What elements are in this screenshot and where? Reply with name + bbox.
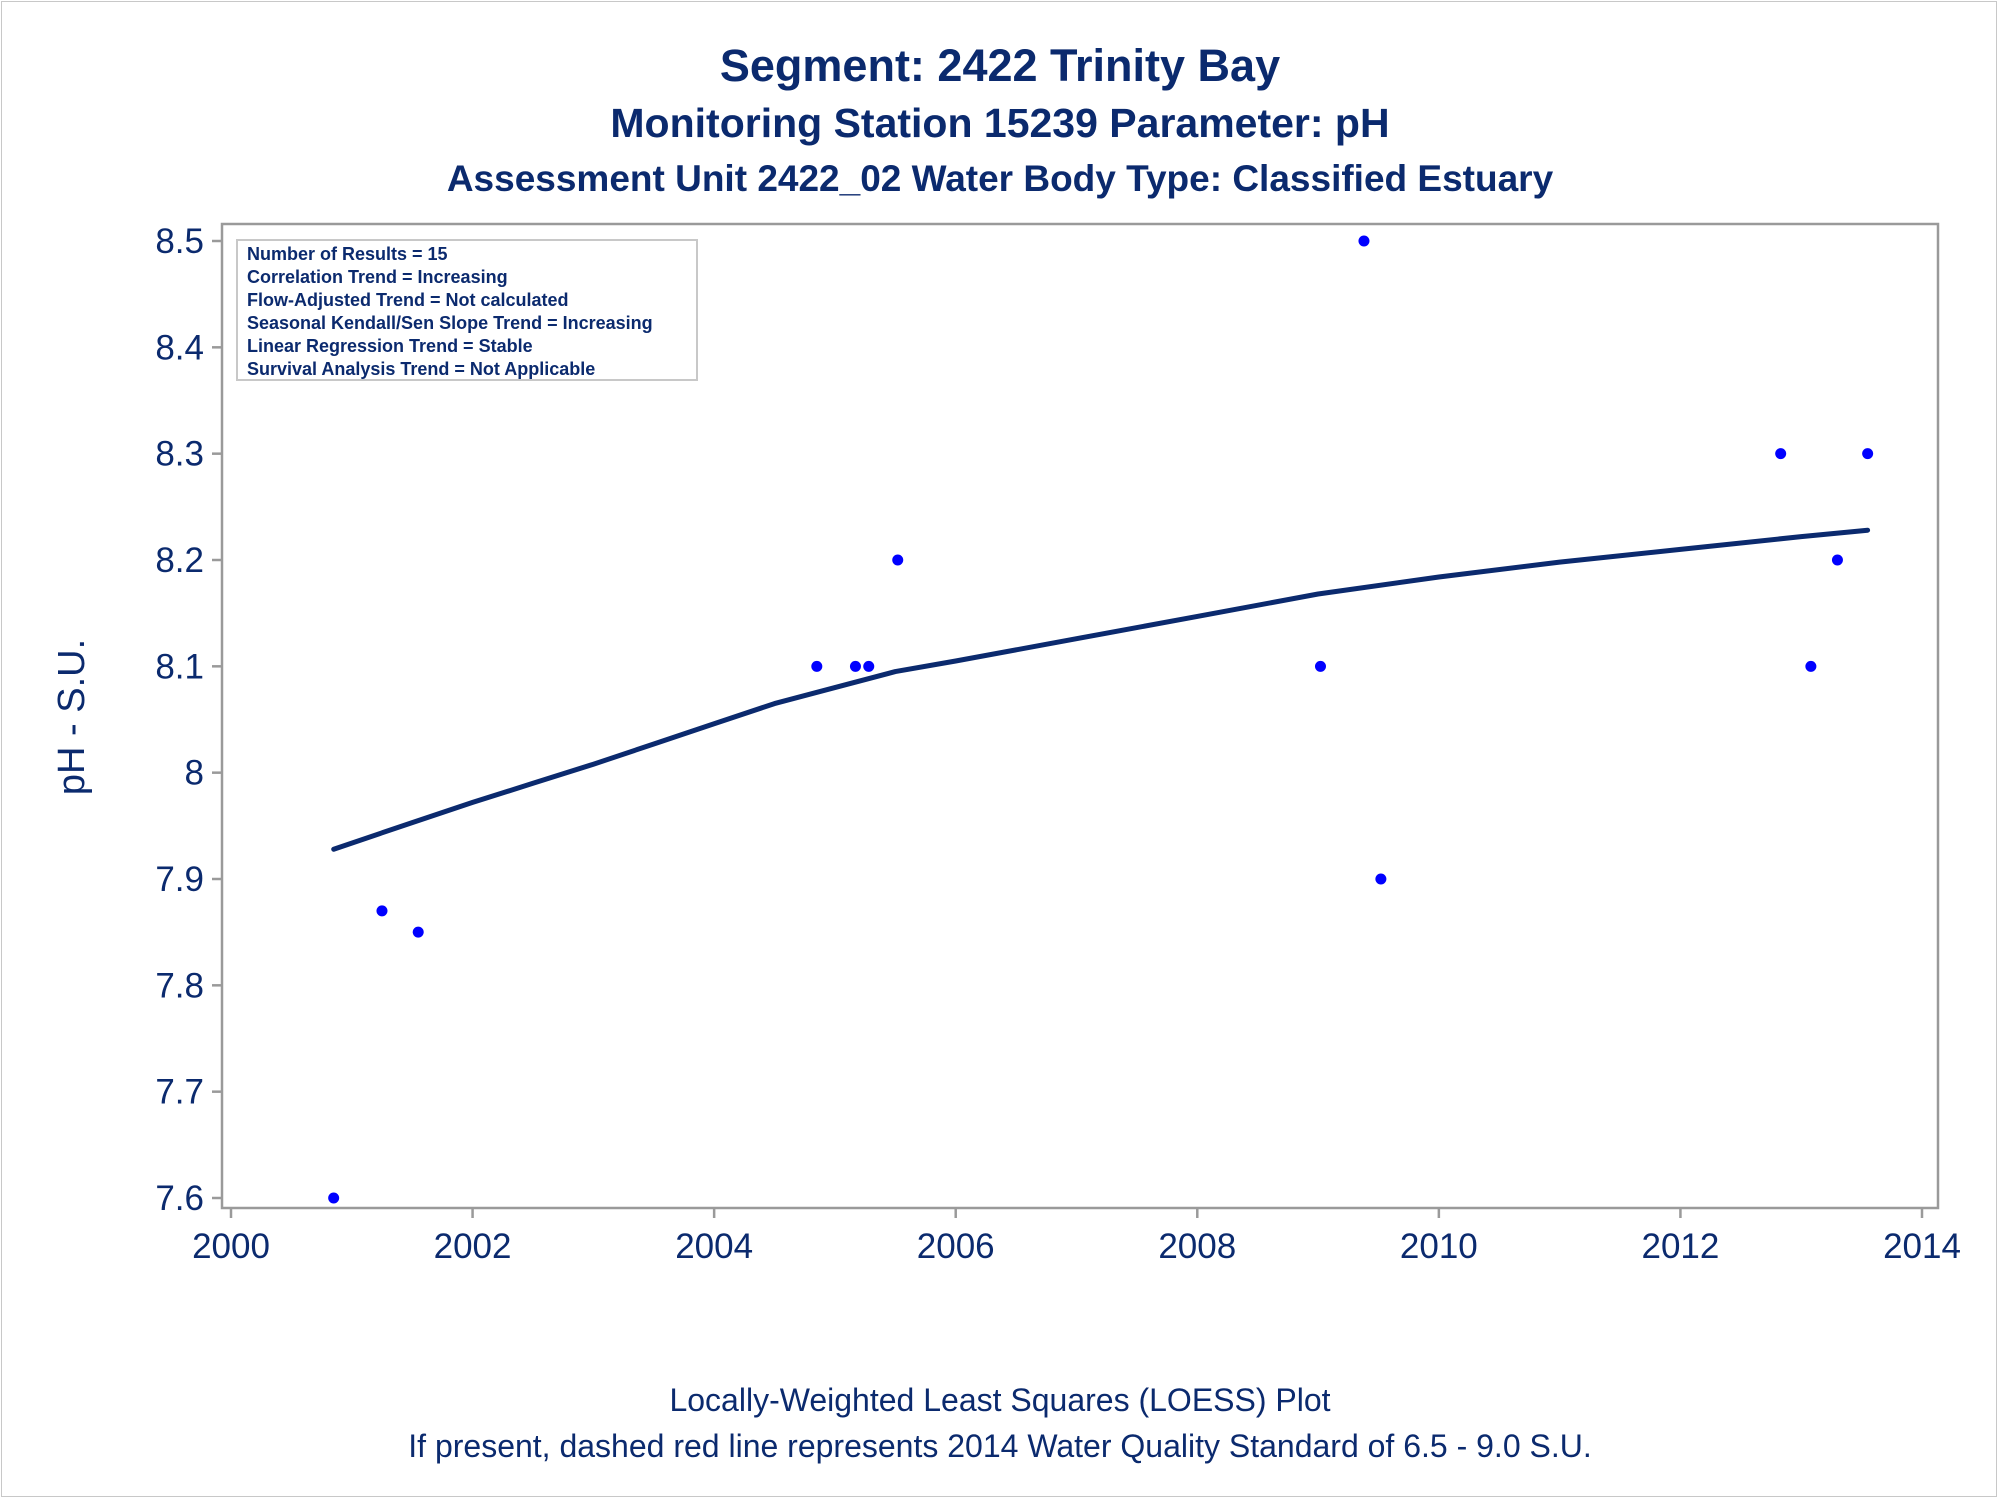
footer-line-1: Locally-Weighted Least Squares (LOESS) P… — [669, 1382, 1331, 1418]
info-box-line: Survival Analysis Trend = Not Applicable — [247, 359, 595, 379]
y-tick-label: 8.1 — [155, 647, 204, 686]
data-point — [1314, 660, 1326, 672]
y-tick-label: 8.2 — [155, 541, 204, 580]
y-tick-label: 8.5 — [155, 222, 204, 261]
loess-curve — [331, 527, 1871, 852]
data-point — [849, 660, 861, 672]
y-tick-label: 8.4 — [155, 328, 204, 367]
x-tick-label: 2012 — [1641, 1227, 1719, 1266]
data-point — [1358, 235, 1370, 247]
info-box-line: Seasonal Kendall/Sen Slope Trend = Incre… — [247, 313, 653, 333]
x-tick-label: 2008 — [1158, 1227, 1236, 1266]
chart-subtitle: Monitoring Station 15239 Parameter: pH — [610, 100, 1390, 146]
y-tick-label: 8.3 — [155, 435, 204, 474]
data-point — [1375, 873, 1387, 885]
x-tick-label: 2014 — [1883, 1227, 1961, 1266]
data-point — [863, 660, 875, 672]
data-point — [412, 926, 424, 938]
loess-layer — [331, 527, 1871, 852]
x-tick-label: 2002 — [434, 1227, 512, 1266]
x-tick-label: 2006 — [917, 1227, 995, 1266]
y-tick-label: 7.6 — [155, 1179, 204, 1218]
x-tick-label: 2000 — [192, 1227, 270, 1266]
footer-line-2: If present, dashed red line represents 2… — [408, 1428, 1592, 1464]
data-point — [376, 905, 388, 917]
data-point — [811, 660, 823, 672]
info-box-frame — [236, 239, 698, 381]
axes-layer: 2000 2002 2004 2006 2008 2010 2012 2014 7.6 7.7 7.… — [155, 222, 1961, 1266]
data-point — [892, 554, 904, 566]
data-point — [1775, 448, 1787, 460]
data-point — [328, 1192, 340, 1204]
plot-area-frame — [220, 222, 1940, 1210]
chart-title: Segment: 2422 Trinity Bay — [719, 40, 1281, 91]
info-box-line: Correlation Trend = Increasing — [247, 267, 508, 287]
info-box: Number of Results = 15 Correlation Trend … — [236, 239, 698, 381]
y-tick-label: 8 — [185, 754, 204, 793]
y-axis-title: pH - S.U. — [51, 639, 93, 795]
info-box-line: Number of Results = 15 — [247, 244, 448, 264]
info-box-line: Linear Regression Trend = Stable — [247, 336, 533, 356]
x-tick-label: 2010 — [1400, 1227, 1478, 1266]
y-tick-label: 7.9 — [155, 860, 204, 899]
data-point — [1862, 448, 1874, 460]
data-point — [1831, 554, 1843, 566]
info-box-line: Flow-Adjusted Trend = Not calculated — [247, 290, 569, 310]
chart-subtitle-2: Assessment Unit 2422_02 Water Body Type:… — [446, 158, 1554, 199]
y-tick-label: 7.7 — [155, 1073, 204, 1112]
y-tick-label: 7.8 — [155, 966, 204, 1005]
x-tick-label: 2004 — [675, 1227, 753, 1266]
data-point — [1805, 660, 1817, 672]
